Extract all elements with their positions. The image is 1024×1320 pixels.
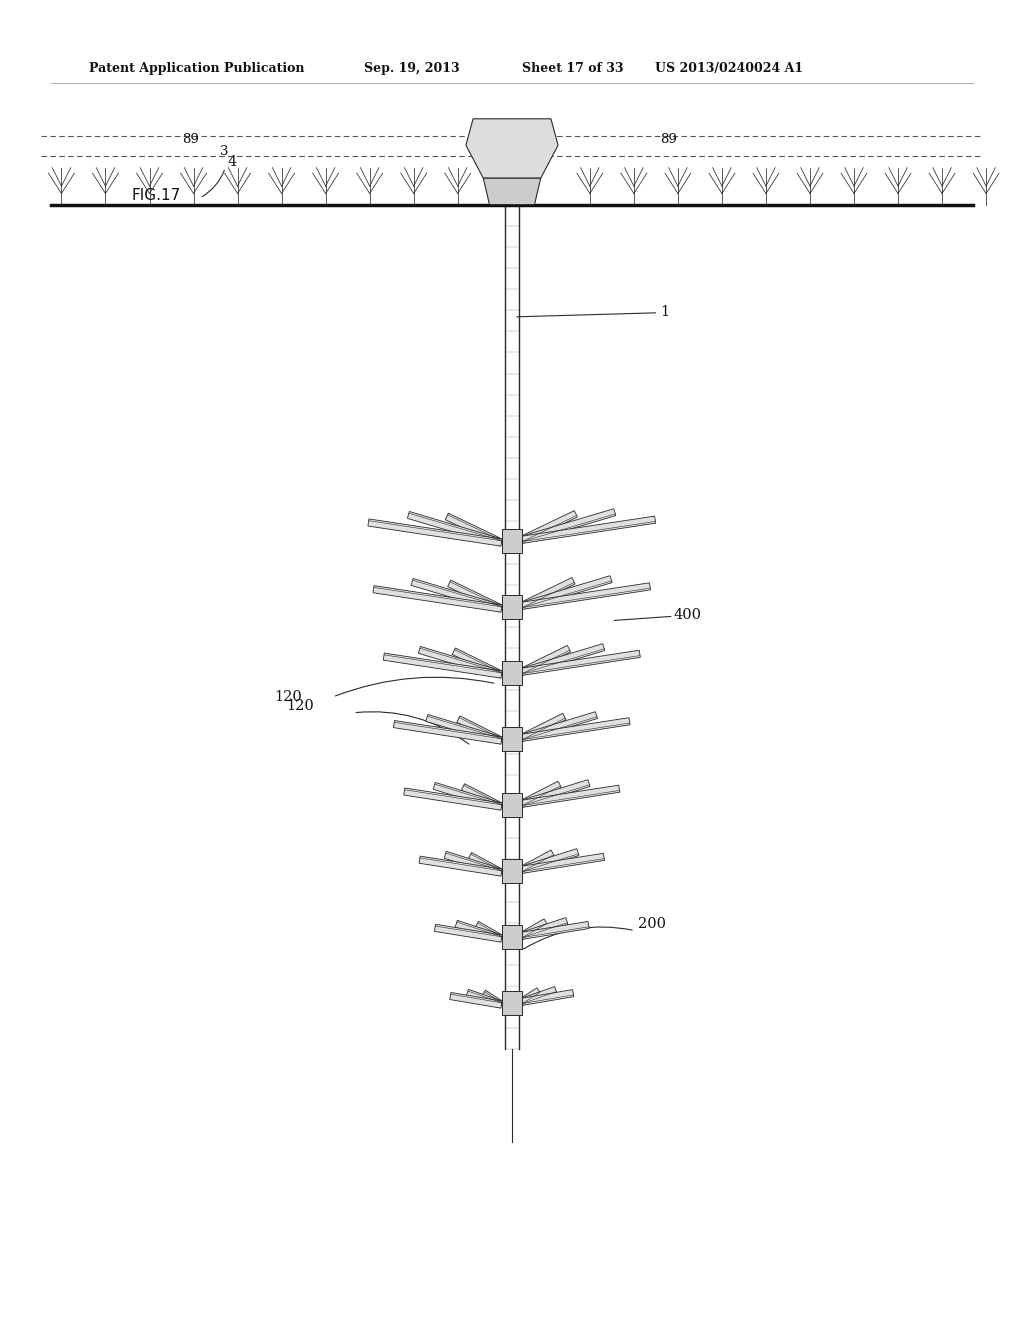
Polygon shape (521, 990, 573, 1006)
Polygon shape (521, 644, 605, 676)
Polygon shape (434, 924, 502, 942)
Text: 4: 4 (227, 156, 237, 169)
Polygon shape (520, 986, 557, 1006)
Text: 120: 120 (287, 700, 314, 713)
Polygon shape (383, 653, 502, 678)
Text: 400: 400 (674, 609, 701, 622)
Text: 120: 120 (274, 690, 302, 704)
Polygon shape (447, 579, 503, 611)
Polygon shape (450, 993, 502, 1008)
Polygon shape (468, 853, 503, 875)
Polygon shape (419, 647, 503, 678)
Polygon shape (521, 849, 579, 874)
Polygon shape (444, 851, 503, 876)
Text: Sheet 17 of 33: Sheet 17 of 33 (522, 62, 624, 75)
Polygon shape (403, 788, 502, 810)
Polygon shape (521, 785, 620, 808)
Polygon shape (368, 519, 502, 546)
Polygon shape (455, 920, 503, 942)
Polygon shape (520, 919, 548, 939)
Bar (502, 661, 522, 685)
Polygon shape (520, 850, 554, 873)
Text: 200: 200 (638, 917, 666, 931)
Polygon shape (462, 784, 503, 809)
Bar (502, 595, 522, 619)
Bar (502, 529, 522, 553)
Polygon shape (521, 576, 612, 610)
Polygon shape (520, 578, 575, 609)
Bar (502, 793, 522, 817)
Polygon shape (426, 714, 503, 744)
Polygon shape (520, 917, 568, 940)
Polygon shape (520, 781, 561, 807)
Bar (502, 925, 522, 949)
Text: 3: 3 (220, 145, 228, 158)
Polygon shape (453, 648, 503, 677)
Polygon shape (521, 508, 615, 544)
Polygon shape (521, 853, 604, 874)
Polygon shape (521, 583, 650, 610)
Text: 89: 89 (182, 133, 199, 147)
Polygon shape (408, 511, 503, 546)
Text: 1: 1 (660, 305, 670, 318)
Polygon shape (457, 715, 503, 743)
Polygon shape (483, 178, 541, 205)
Polygon shape (521, 516, 655, 544)
Polygon shape (481, 990, 503, 1007)
Text: 89: 89 (660, 133, 677, 147)
Polygon shape (521, 921, 589, 940)
Polygon shape (466, 989, 503, 1008)
Bar (502, 859, 522, 883)
Text: 88: 88 (522, 169, 539, 182)
Polygon shape (520, 511, 578, 543)
Polygon shape (520, 713, 566, 741)
Text: FIG.17: FIG.17 (131, 187, 180, 203)
Polygon shape (521, 711, 597, 742)
Polygon shape (521, 780, 590, 808)
Polygon shape (411, 578, 503, 612)
Polygon shape (393, 721, 502, 744)
Text: Sep. 19, 2013: Sep. 19, 2013 (364, 62, 459, 75)
Bar (502, 727, 522, 751)
Bar (502, 991, 522, 1015)
Text: US 2013/0240024 A1: US 2013/0240024 A1 (655, 62, 804, 75)
Polygon shape (466, 119, 558, 178)
Text: Patent Application Publication: Patent Application Publication (89, 62, 304, 75)
Polygon shape (519, 987, 541, 1005)
Polygon shape (521, 718, 630, 742)
Polygon shape (475, 921, 503, 941)
Polygon shape (521, 651, 640, 676)
Polygon shape (445, 513, 503, 545)
Polygon shape (433, 783, 503, 810)
Text: 85: 85 (470, 121, 486, 135)
Polygon shape (520, 645, 570, 675)
Polygon shape (373, 586, 502, 612)
Polygon shape (419, 857, 502, 876)
